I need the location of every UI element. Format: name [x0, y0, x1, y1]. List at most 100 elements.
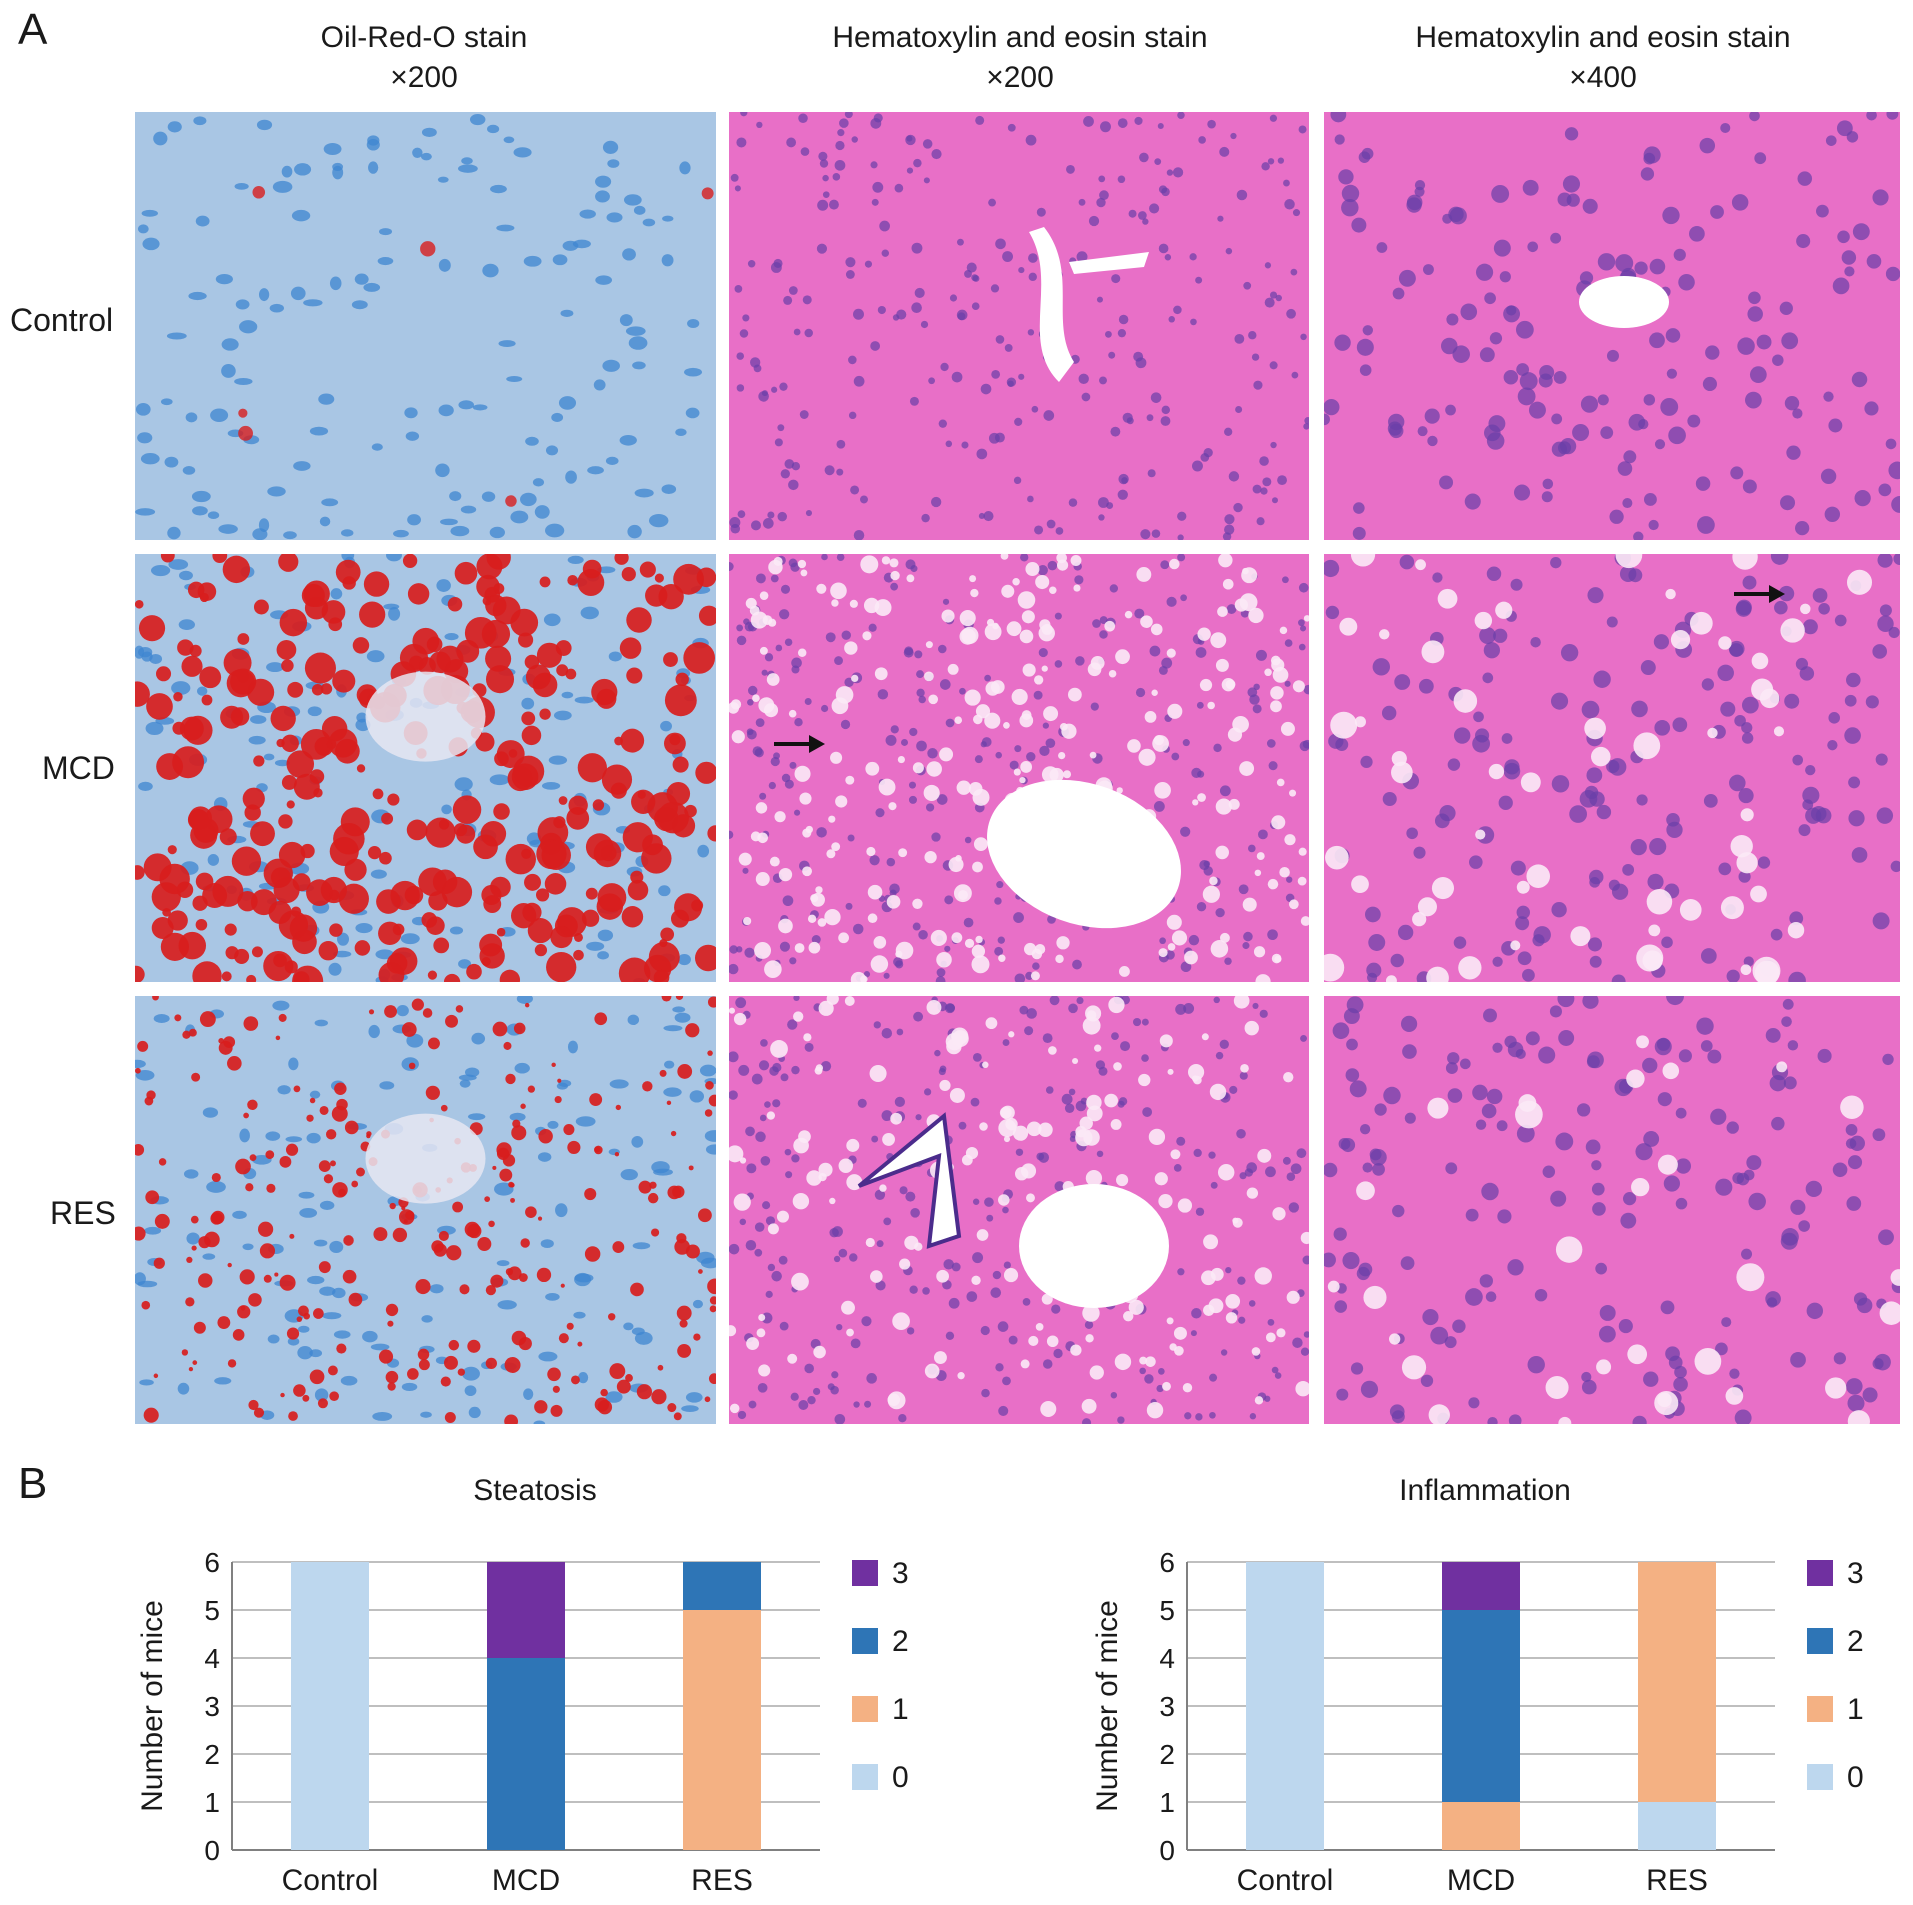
lipid-droplet — [685, 1023, 700, 1038]
lipid-droplet — [381, 812, 394, 825]
nucleus — [909, 727, 918, 737]
nucleus — [319, 1286, 336, 1296]
lipid-droplet — [336, 1343, 347, 1354]
fat-vacuole — [1280, 721, 1295, 736]
nucleus — [1787, 1040, 1799, 1051]
nucleus — [135, 508, 156, 516]
nucleus — [1876, 807, 1894, 824]
lipid-droplet — [198, 1273, 213, 1288]
nucleus — [821, 554, 828, 561]
nucleus — [293, 461, 311, 471]
nucleus — [467, 1113, 486, 1121]
fat-vacuole — [985, 1017, 998, 1030]
lipid-droplet — [242, 787, 265, 810]
lipid-droplet — [704, 1396, 711, 1403]
lipid-droplet — [485, 594, 507, 617]
fat-vacuole — [1145, 1356, 1156, 1367]
nucleus — [931, 832, 941, 842]
nucleus — [332, 162, 344, 172]
nucleus — [619, 314, 633, 327]
fat-vacuole — [1401, 1355, 1427, 1380]
nucleus — [1042, 1359, 1053, 1369]
nucleus — [957, 312, 966, 321]
nucleus — [853, 1401, 860, 1408]
fat-vacuole — [762, 615, 773, 625]
nucleus — [1522, 179, 1539, 196]
nucleus — [1666, 996, 1684, 1006]
panel-a-letter: A — [18, 5, 48, 54]
fat-vacuole — [1197, 627, 1211, 641]
nucleus — [1284, 680, 1291, 687]
fat-vacuole — [1086, 1010, 1097, 1020]
fat-vacuole — [1642, 950, 1663, 971]
nucleus — [1609, 509, 1624, 524]
nucleus — [1099, 190, 1109, 201]
nucleus — [1673, 1377, 1688, 1392]
tissue-background — [135, 112, 716, 540]
lipid-droplet — [407, 583, 430, 605]
lipid-droplet — [621, 566, 636, 582]
nucleus — [760, 1155, 771, 1166]
nucleus — [1865, 695, 1879, 709]
nucleus — [1631, 700, 1648, 718]
nucleus — [1486, 566, 1502, 581]
nucleus — [366, 650, 385, 663]
nucleus — [759, 792, 767, 800]
nucleus — [1715, 1178, 1733, 1196]
lipid-droplet — [153, 1373, 159, 1379]
nucleus — [754, 1248, 763, 1257]
fat-vacuole — [1031, 948, 1043, 960]
nucleus — [844, 112, 853, 119]
lipid-droplet — [330, 1160, 336, 1167]
fat-vacuole — [1354, 716, 1366, 728]
fat-vacuole — [923, 784, 940, 801]
lipid-droplet — [366, 1133, 371, 1139]
nucleus — [1749, 366, 1767, 384]
lipid-droplet — [415, 1279, 431, 1295]
nucleus — [449, 926, 464, 935]
nucleus — [341, 529, 354, 537]
fat-vacuole — [766, 673, 780, 686]
fat-vacuole — [1209, 1083, 1227, 1101]
lipid-droplet — [368, 1009, 375, 1015]
nucleus — [790, 562, 800, 572]
lipid-droplet — [594, 1397, 610, 1412]
lipid-droplet — [263, 858, 293, 888]
fat-vacuole — [1279, 626, 1288, 635]
lipid-droplet — [321, 600, 346, 624]
fat-vacuole — [984, 712, 1001, 729]
nucleus — [936, 794, 948, 805]
nucleus — [506, 375, 523, 383]
y-tick-label: 2 — [1159, 1739, 1175, 1770]
fat-vacuole — [1170, 1149, 1181, 1160]
fat-vacuole — [1458, 956, 1482, 980]
fat-vacuole — [890, 570, 900, 581]
nucleus — [986, 1214, 994, 1222]
lipid-droplet — [485, 1357, 497, 1370]
lipid-droplet — [405, 1210, 415, 1220]
nucleus — [1717, 664, 1734, 682]
nucleus — [1397, 924, 1414, 941]
lipid-droplet — [492, 1165, 497, 1170]
fat-vacuole — [1292, 680, 1305, 693]
nucleus — [1139, 152, 1149, 163]
lipid-droplet — [274, 1272, 279, 1277]
lipid-droplet — [585, 833, 614, 861]
nucleus — [764, 1101, 771, 1108]
nucleus — [625, 326, 646, 336]
nucleus — [1210, 1181, 1218, 1189]
fat-vacuole — [892, 1312, 910, 1331]
nucleus — [1330, 112, 1347, 123]
fat-vacuole — [1558, 1416, 1572, 1424]
nucleus — [861, 1316, 872, 1327]
nucleus — [1014, 745, 1022, 753]
lipid-droplet — [239, 1269, 255, 1285]
nucleus — [745, 1239, 757, 1251]
nucleus — [1636, 794, 1648, 806]
fat-vacuole — [752, 694, 760, 703]
nucleus — [1581, 1371, 1592, 1383]
fat-vacuole — [1003, 1268, 1019, 1283]
y-tick-label: 0 — [1159, 1835, 1175, 1866]
nucleus — [1591, 1160, 1602, 1171]
nucleus — [799, 410, 809, 419]
